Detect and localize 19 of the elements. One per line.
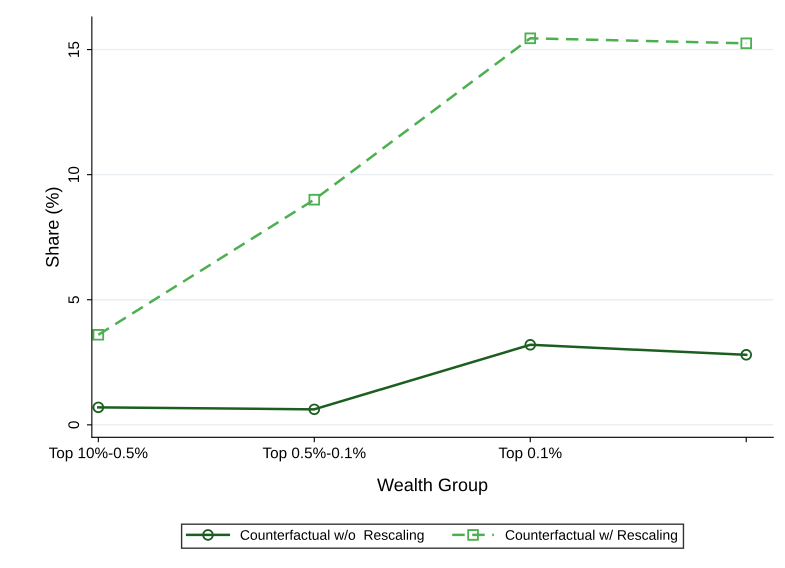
point bbox=[92, 402, 104, 414]
y-tick-label: 15 bbox=[68, 42, 80, 57]
x-axis-title: Wealth Group bbox=[377, 478, 488, 495]
legend-label: Counterfactual w/ Rescaling bbox=[506, 530, 678, 543]
y-tick-label: 0 bbox=[68, 421, 80, 428]
point bbox=[524, 32, 536, 44]
point bbox=[740, 38, 752, 50]
y-tick-label: 5 bbox=[68, 296, 80, 304]
point bbox=[308, 404, 320, 416]
x-tick-label: Top 10%-0.5% bbox=[48, 447, 148, 462]
point bbox=[308, 194, 320, 206]
x-tick-label: Top 0.5%-0.1% bbox=[262, 447, 366, 462]
legend-label: Counterfactual w/o Rescaling bbox=[240, 530, 424, 543]
x-tick-label: Top 0.1% bbox=[498, 447, 562, 462]
y-tick-label: 10 bbox=[68, 166, 80, 182]
point bbox=[524, 339, 536, 351]
y-axis-title: Share (%) bbox=[45, 188, 62, 268]
point bbox=[92, 329, 104, 341]
point bbox=[740, 349, 752, 361]
